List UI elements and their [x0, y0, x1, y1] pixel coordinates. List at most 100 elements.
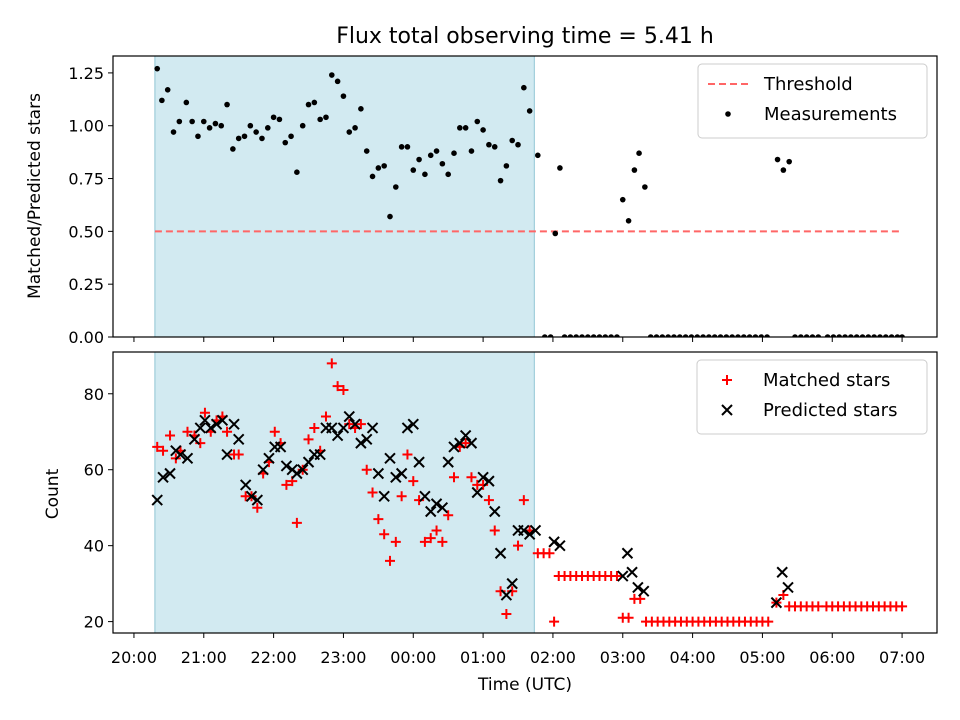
- data-point: [183, 99, 190, 106]
- data-point: [763, 616, 774, 627]
- data-point: [218, 122, 225, 129]
- data-point: [457, 125, 463, 131]
- data-point: [395, 467, 408, 480]
- data-point: [164, 467, 176, 480]
- data-point: [366, 422, 379, 434]
- data-point: [320, 411, 331, 422]
- data-point: [445, 171, 451, 178]
- data-point: [544, 548, 555, 559]
- data-point: [311, 99, 318, 106]
- plot-area: [154, 65, 905, 337]
- data-point: [526, 108, 533, 114]
- data-point: [480, 127, 486, 133]
- data-point: [459, 429, 472, 442]
- data-point: [257, 464, 269, 476]
- data-point: [425, 505, 437, 518]
- data-point: [269, 426, 280, 437]
- data-point: [413, 456, 425, 468]
- data-point: [466, 472, 477, 483]
- data-point: [303, 434, 314, 445]
- data-point: [541, 334, 548, 337]
- x-tick-label: 22:00: [251, 648, 297, 667]
- data-point: [253, 129, 259, 135]
- x-tick-label: 21:00: [181, 648, 227, 667]
- data-point: [717, 334, 724, 337]
- data-point: [454, 437, 466, 449]
- data-point: [899, 334, 905, 337]
- data-point: [343, 410, 355, 423]
- legend-box: [697, 63, 928, 139]
- data-point: [780, 167, 787, 173]
- data-point: [387, 213, 393, 220]
- data-point: [573, 334, 580, 337]
- top-panel: 0.00 0.25 0.50 0.75 1.00 1.25 Threshold Measure…: [68, 55, 938, 347]
- data-point: [352, 125, 358, 131]
- data-point: [291, 467, 303, 480]
- data-point: [280, 460, 293, 472]
- x-tick-label: 04:00: [670, 648, 716, 667]
- data-point: [331, 429, 344, 442]
- data-point: [877, 334, 883, 337]
- data-point: [735, 334, 741, 337]
- data-point: [611, 571, 622, 582]
- data-point: [523, 528, 536, 540]
- data-point: [410, 167, 417, 173]
- data-point: [764, 334, 770, 337]
- data-point: [676, 334, 683, 337]
- data-point: [503, 163, 510, 169]
- data-point: [623, 612, 634, 623]
- x-tick-label: 20:00: [111, 648, 157, 667]
- data-point: [419, 490, 431, 503]
- data-point: [151, 494, 163, 506]
- plot-frame: [112, 351, 938, 634]
- data-point: [154, 65, 161, 72]
- data-point: [682, 334, 689, 337]
- data-point: [471, 486, 483, 499]
- legend-marker: [721, 404, 733, 416]
- data-point: [608, 334, 614, 337]
- data-point: [228, 418, 240, 430]
- data-point: [483, 495, 494, 506]
- data-point: [548, 536, 560, 548]
- data-point: [626, 566, 638, 578]
- data-point: [263, 452, 275, 465]
- data-point: [501, 609, 512, 620]
- data-point: [500, 589, 513, 601]
- data-point: [398, 144, 405, 150]
- data-point: [194, 422, 206, 434]
- data-point: [384, 452, 396, 465]
- data-point: [396, 491, 407, 502]
- data-point: [506, 577, 518, 590]
- y-tick-label: 1.25: [68, 64, 104, 83]
- data-point: [427, 152, 434, 159]
- data-point: [786, 158, 792, 165]
- data-point: [355, 419, 366, 430]
- data-point: [233, 449, 244, 460]
- data-point: [585, 334, 591, 337]
- data-point: [369, 173, 376, 180]
- legend-label: Predicted stars: [763, 400, 897, 421]
- data-point: [323, 114, 329, 121]
- data-point: [329, 72, 335, 78]
- legend-marker: [722, 375, 732, 385]
- plot-area: [151, 358, 908, 627]
- data-point: [561, 334, 568, 337]
- data-point: [625, 217, 632, 224]
- data-point: [379, 529, 390, 540]
- bottom-panel: 20 40 60 80 20:00 21:00 22:00 23:00 00:00 01:00 02…: [84, 351, 938, 667]
- data-point: [384, 555, 395, 566]
- data-point: [842, 334, 848, 337]
- data-point: [288, 133, 294, 140]
- data-point: [182, 426, 193, 437]
- data-point: [619, 196, 626, 203]
- data-point: [340, 93, 347, 99]
- data-point: [224, 101, 230, 108]
- data-point: [871, 334, 877, 337]
- data-point: [746, 334, 753, 337]
- data-point: [404, 144, 411, 150]
- data-point: [430, 498, 443, 510]
- data-point: [631, 167, 638, 173]
- data-point: [212, 120, 219, 127]
- data-point: [442, 456, 454, 468]
- data-point: [474, 118, 481, 125]
